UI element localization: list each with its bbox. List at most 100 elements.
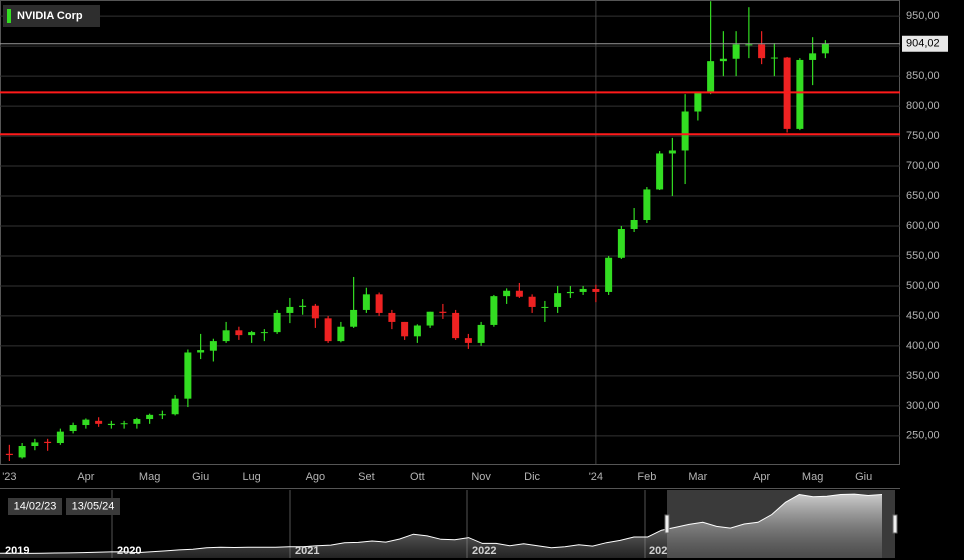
- y-tick-label: 800,00: [906, 100, 940, 112]
- y-tick-label: 550,00: [906, 250, 940, 262]
- candle-body: [592, 288, 600, 292]
- candle-body: [209, 341, 217, 351]
- last-price-label: 904,02: [906, 38, 940, 50]
- candle-body: [605, 257, 613, 292]
- candle-body: [82, 419, 90, 426]
- plot-frame: [0, 0, 900, 465]
- last-price-box: [902, 35, 948, 52]
- x-tick-label: Mar: [688, 471, 707, 483]
- y-tick-label: 450,00: [906, 310, 940, 322]
- candle-body: [18, 446, 26, 458]
- x-tick-label: Apr: [753, 471, 770, 483]
- candle-body: [490, 296, 498, 325]
- x-tick-label: Set: [358, 471, 375, 483]
- candle-body: [694, 92, 702, 112]
- x-tick-label: Ago: [306, 471, 326, 483]
- y-tick-label: 400,00: [906, 340, 940, 352]
- candle-body: [362, 294, 370, 310]
- candle-body: [44, 441, 52, 444]
- x-tick-label: '24: [589, 471, 603, 483]
- candle-body: [299, 305, 307, 307]
- x-tick-label: Ott: [410, 471, 425, 483]
- x-tick-label: Feb: [637, 471, 656, 483]
- range-label: 13/05/24: [72, 500, 115, 512]
- candle-body: [732, 44, 740, 59]
- candle-body: [541, 306, 549, 308]
- x-tick-label: '23: [2, 471, 16, 483]
- y-tick-label: 650,00: [906, 190, 940, 202]
- candle-body: [324, 318, 332, 342]
- candle-body: [260, 332, 268, 334]
- candle-body: [222, 330, 230, 342]
- candle-body: [56, 431, 64, 444]
- candle-body: [401, 321, 409, 337]
- candle-body: [656, 153, 664, 190]
- candle-body: [184, 352, 192, 399]
- y-tick-label: 850,00: [906, 70, 940, 82]
- candle-body: [554, 293, 562, 307]
- candle-body: [707, 61, 715, 93]
- candle-body: [158, 414, 166, 416]
- candle-body: [120, 423, 128, 425]
- candle-body: [337, 326, 345, 342]
- candle-body: [146, 414, 154, 420]
- selection-handle: [892, 514, 898, 534]
- marks: 904,02: [0, 1, 948, 462]
- y-tick-label: 500,00: [906, 280, 940, 292]
- candle-body: [515, 290, 523, 297]
- x-tick-label: Mag: [802, 471, 823, 483]
- y-tick-label: 750,00: [906, 130, 940, 142]
- candle-body: [95, 420, 103, 424]
- candle-body: [643, 189, 651, 221]
- candle-body: [681, 111, 689, 151]
- candle-body: [796, 59, 804, 129]
- range-box: [66, 498, 120, 515]
- candle-body: [235, 330, 243, 336]
- range-label: 14/02/23: [14, 500, 57, 512]
- candle-body: [477, 324, 485, 343]
- x-tick-label: Lug: [242, 471, 260, 483]
- x-tick-label: Mag: [139, 471, 160, 483]
- y-tick-label: 250,00: [906, 430, 940, 442]
- candle-body: [31, 442, 39, 447]
- candle-body: [350, 309, 358, 327]
- title-swatch: [7, 9, 11, 23]
- candle-body: [503, 290, 511, 297]
- x-tick-label: Apr: [77, 471, 94, 483]
- x-tick-label: Giu: [192, 471, 209, 483]
- candle-body: [426, 311, 434, 326]
- candle-body: [5, 453, 13, 456]
- candle-body: [197, 350, 205, 353]
- candle-body: [375, 294, 383, 313]
- candle-body: [579, 288, 587, 292]
- candle-body: [286, 306, 294, 313]
- candle-body: [668, 150, 676, 154]
- y-tick-label: 600,00: [906, 220, 940, 232]
- y-tick-label: 700,00: [906, 160, 940, 172]
- candle-body: [528, 296, 536, 307]
- candle-body: [171, 398, 179, 415]
- title-box: [3, 5, 100, 27]
- range-box: [8, 498, 62, 515]
- candle-body: [630, 220, 638, 230]
- candle-body: [617, 229, 625, 258]
- candle-body: [388, 312, 396, 322]
- y-tick-label: 300,00: [906, 400, 940, 412]
- x-tick-label: Nov: [471, 471, 491, 483]
- x-tick-label: Giu: [855, 471, 872, 483]
- candle-body: [439, 311, 447, 313]
- candle-body: [464, 338, 472, 343]
- candle-body: [809, 53, 817, 60]
- candle-body: [821, 43, 829, 54]
- candle-body: [248, 332, 256, 336]
- navigator-area: [0, 494, 882, 558]
- candle-body: [758, 44, 766, 59]
- candle-body: [311, 305, 319, 319]
- candle-body: [413, 325, 421, 337]
- candle-body: [745, 44, 753, 46]
- selection-handle: [664, 514, 670, 534]
- candle-body: [770, 57, 778, 59]
- candle-body: [566, 291, 574, 294]
